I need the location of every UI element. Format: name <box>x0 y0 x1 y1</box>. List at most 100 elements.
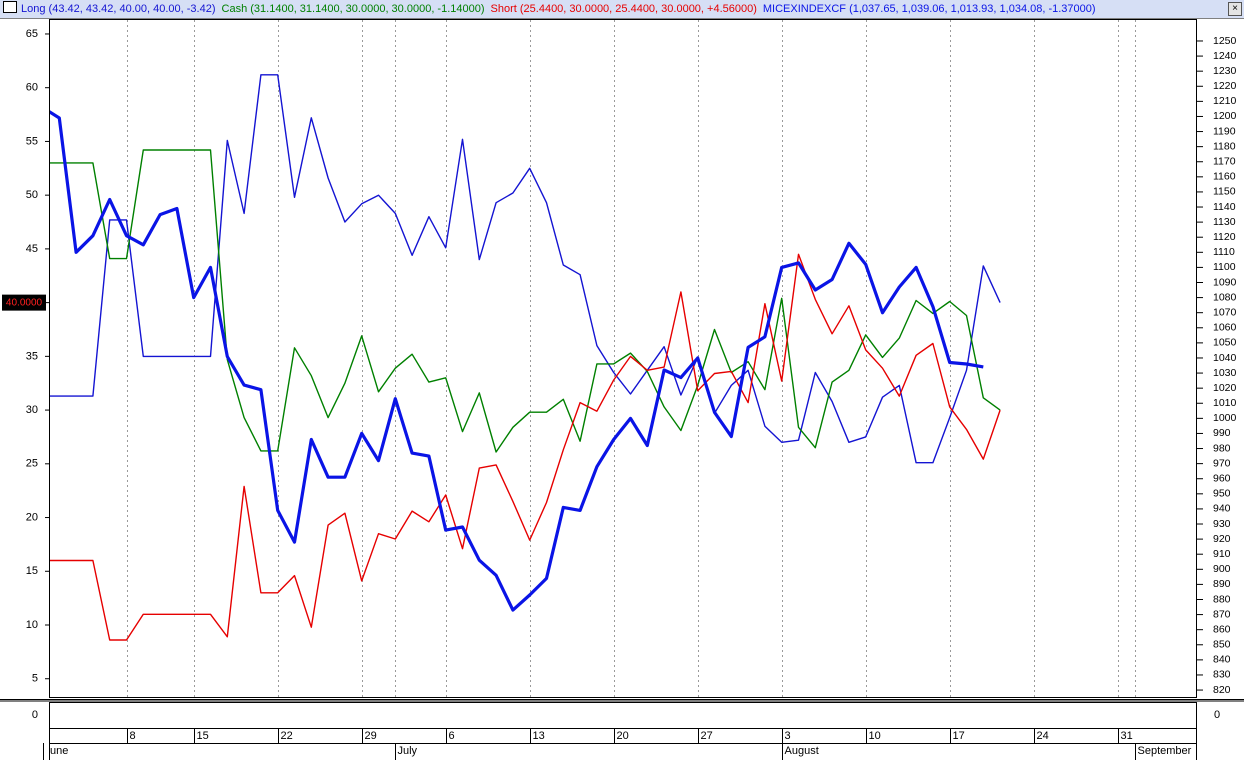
y-tick-label: 10 <box>26 619 38 631</box>
month-label: July <box>398 745 418 757</box>
y2-tick-label: 1140 <box>1213 201 1236 213</box>
y-tick-label: 15 <box>26 565 38 577</box>
legend-name: MICEXINDEXCF <box>762 3 847 15</box>
y2-tick-label: 960 <box>1213 473 1231 485</box>
x-tick-label: 3 <box>785 730 791 742</box>
y2-tick-label: 900 <box>1213 563 1231 575</box>
x-tick-label: 27 <box>701 730 713 742</box>
y2-tick-label: 1150 <box>1213 186 1236 198</box>
y-tick-label: 60 <box>26 82 38 94</box>
last-value-label: 40.0000 <box>6 297 43 308</box>
y2-tick-label: 890 <box>1213 578 1231 590</box>
legend-name: Short <box>490 3 517 15</box>
y2-tick-label: 1090 <box>1213 276 1237 288</box>
legend-entry[interactable]: Short (25.4400, 30.0000, 25.4400, 30.000… <box>491 3 757 15</box>
y2-tick-label: 860 <box>1213 623 1231 635</box>
x-tick-label: 8 <box>130 730 136 742</box>
y2-tick-label: 1220 <box>1213 80 1237 92</box>
y-tick-label: 55 <box>26 135 38 147</box>
y2-tick-label: 880 <box>1213 593 1231 605</box>
y2-tick-label: 920 <box>1213 533 1231 545</box>
y2-tick-label: 870 <box>1213 608 1231 620</box>
y2-tick-label: 1240 <box>1213 50 1237 62</box>
y2-tick-label: 1050 <box>1213 337 1237 349</box>
y2-tick-label: 1000 <box>1213 412 1237 424</box>
legend-bar: Long (43.42, 43.42, 40.00, 40.00, -3.42)… <box>0 0 1244 19</box>
y2-tick-label: 1110 <box>1213 246 1235 258</box>
legend-values: (1,037.65, 1,039.06, 1,013.93, 1,034.08,… <box>849 3 1096 15</box>
y2-tick-label: 910 <box>1213 548 1231 560</box>
y2-tick-label: 950 <box>1213 488 1231 500</box>
legend-values: (31.1400, 31.1400, 30.0000, 30.0000, -1.… <box>250 3 485 15</box>
y2-tick-label: 1020 <box>1213 382 1237 394</box>
lower-panel-tick: 0 <box>1214 709 1220 721</box>
month-label: August <box>785 745 819 757</box>
y2-tick-label: 1130 <box>1213 216 1236 228</box>
y2-tick-label: 980 <box>1213 442 1231 454</box>
y2-tick-label: 990 <box>1213 427 1231 439</box>
legend-name: Long <box>21 3 46 15</box>
window-icon[interactable] <box>3 1 17 13</box>
series-line <box>50 110 984 612</box>
y2-tick-label: 1210 <box>1213 95 1237 107</box>
y-tick-label: 45 <box>26 243 38 255</box>
x-tick-label: 15 <box>197 730 209 742</box>
y-tick-label: 65 <box>26 28 38 40</box>
y2-tick-label: 1040 <box>1213 352 1237 364</box>
y2-tick-label: 1160 <box>1213 171 1236 183</box>
x-tick-label: 24 <box>1037 730 1049 742</box>
y2-tick-label: 1120 <box>1213 231 1236 243</box>
x-tick-label: 6 <box>449 730 455 742</box>
x-axis-labels: 8 15 22 29 6 13 20 27 3 10 17 24 31 une July August Sept… <box>50 730 1192 757</box>
y2-tick-label: 1060 <box>1213 322 1237 334</box>
x-tick-label: 29 <box>365 730 377 742</box>
y2-tick-label: 1170 <box>1213 156 1236 168</box>
series-line <box>50 149 1001 453</box>
legend-entry[interactable]: Long (43.42, 43.42, 40.00, 40.00, -3.42) <box>21 3 216 15</box>
legend-entry[interactable]: Cash (31.1400, 31.1400, 30.0000, 30.0000… <box>222 3 485 15</box>
legend-name: Cash <box>221 3 248 15</box>
y2-tick-label: 1200 <box>1213 110 1237 122</box>
y2-tick-label: 1030 <box>1213 367 1237 379</box>
x-tick-label: 20 <box>617 730 629 742</box>
close-button[interactable]: × <box>1228 2 1242 16</box>
y2-tick-label: 1250 <box>1213 35 1237 47</box>
y-tick-label: 50 <box>26 189 38 201</box>
y-tick-label: 20 <box>26 511 38 523</box>
y-tick-label: 30 <box>26 404 38 416</box>
y2-tick-label: 940 <box>1213 503 1231 515</box>
y2-tick-label: 1230 <box>1213 65 1237 77</box>
y-tick-label: 25 <box>26 458 38 470</box>
legend-values: (25.4400, 30.0000, 25.4400, 30.0000, +4.… <box>519 3 757 15</box>
y2-tick-label: 1070 <box>1213 306 1237 318</box>
x-axis-area <box>0 729 1244 760</box>
y2-tick-label: 1190 <box>1213 125 1236 137</box>
x-tick-label: 31 <box>1121 730 1133 742</box>
y2-tick-label: 1080 <box>1213 291 1237 303</box>
y2-tick-label: 1010 <box>1213 397 1237 409</box>
last-value-box <box>2 294 46 311</box>
legend-entry[interactable]: MICEXINDEXCF (1,037.65, 1,039.06, 1,013.… <box>763 3 1096 15</box>
y2-tick-label: 970 <box>1213 457 1231 469</box>
y2-tick-label: 820 <box>1213 684 1231 696</box>
y2-tick-label: 1100 <box>1213 261 1236 273</box>
x-tick-label: 22 <box>281 730 293 742</box>
plot-area <box>50 20 1136 697</box>
y-tick-label: 35 <box>26 350 38 362</box>
y2-tick-label: 840 <box>1213 654 1231 666</box>
series-line <box>50 74 1001 464</box>
month-label: une <box>50 745 68 757</box>
y2-tick-label: 850 <box>1213 639 1231 651</box>
series-line <box>50 253 1001 641</box>
y2-tick-label: 830 <box>1213 669 1231 681</box>
y2-tick-label: 930 <box>1213 518 1231 530</box>
lower-panel-tick: 0 <box>32 709 38 721</box>
y-tick-label: 5 <box>32 673 38 685</box>
month-label: September <box>1138 745 1192 757</box>
lower-panel-frame <box>49 702 1197 729</box>
legend-values: (43.42, 43.42, 40.00, 40.00, -3.42) <box>48 3 216 15</box>
x-tick-label: 10 <box>869 730 881 742</box>
x-tick-label: 13 <box>533 730 545 742</box>
